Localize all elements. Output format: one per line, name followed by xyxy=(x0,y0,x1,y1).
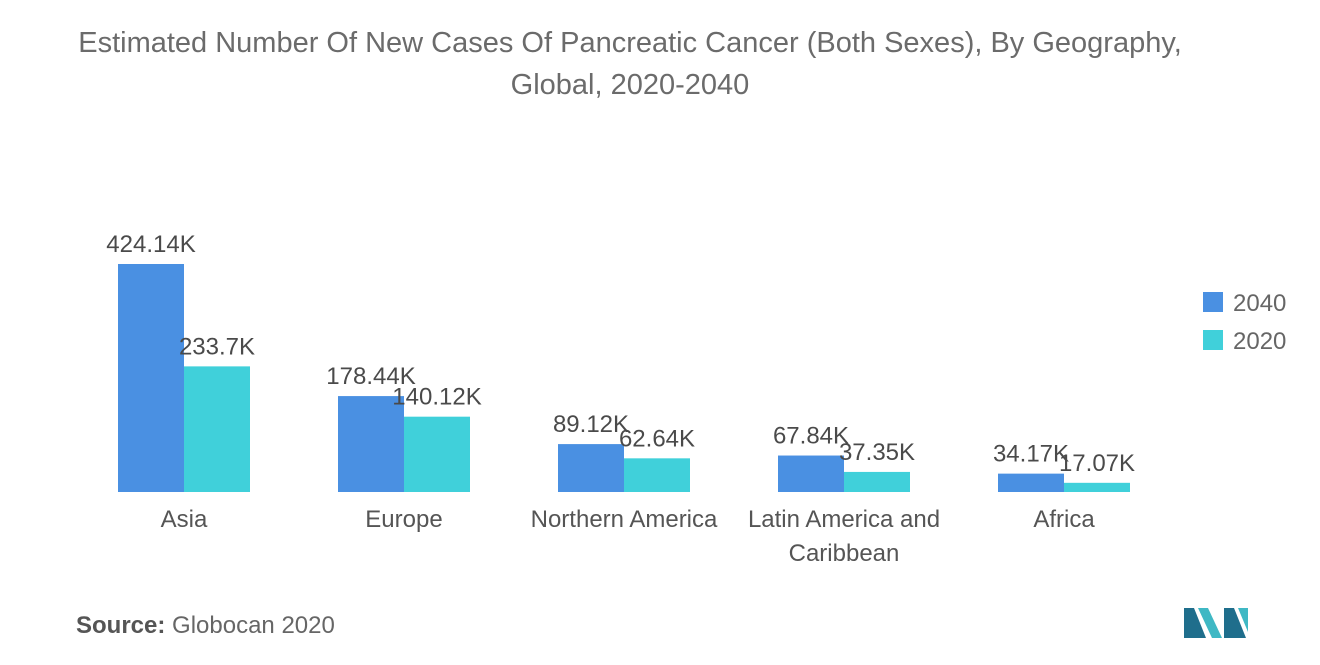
category-label: Europe xyxy=(365,506,442,533)
bar-2040 xyxy=(338,396,404,492)
legend-swatch-2020 xyxy=(1203,330,1223,350)
data-label-2020: 37.35K xyxy=(839,439,915,466)
bar-2020 xyxy=(404,416,470,492)
source-value: Globocan 2020 xyxy=(172,612,335,639)
source-label: Source: xyxy=(76,612,166,639)
bar-2020 xyxy=(844,471,910,492)
bar-2020 xyxy=(1064,482,1130,492)
bar-2020 xyxy=(184,366,250,492)
bar-2040 xyxy=(998,473,1064,492)
category-label: Latin America and xyxy=(748,506,940,533)
legend-label-2040: 2040 xyxy=(1233,290,1286,317)
chart-title: Estimated Number Of New Cases Of Pancrea… xyxy=(78,27,1182,101)
source-note: Source: Globocan 2020 xyxy=(76,612,335,640)
category-label: Africa xyxy=(1033,506,1095,533)
data-label-2040: 89.12K xyxy=(553,411,629,438)
brand-logo xyxy=(1184,608,1248,638)
category-label: Asia xyxy=(161,506,208,533)
data-label-2020: 233.7K xyxy=(179,333,255,360)
legend-label-2020: 2020 xyxy=(1233,328,1286,355)
data-label-2040: 34.17K xyxy=(993,441,1069,468)
category-label: Caribbean xyxy=(789,540,900,567)
data-label-2020: 17.07K xyxy=(1059,450,1135,477)
data-label-2020: 62.64K xyxy=(619,425,695,452)
bar-2020 xyxy=(624,458,690,492)
data-label-2040: 424.14K xyxy=(106,231,195,258)
data-label-2020: 140.12K xyxy=(392,384,481,411)
bar-2040 xyxy=(778,455,844,492)
bar-2040 xyxy=(118,264,184,492)
data-label-2040: 67.84K xyxy=(773,423,849,450)
data-label-2040: 178.44K xyxy=(326,363,415,390)
legend-swatch-2040 xyxy=(1203,292,1223,312)
category-label: Northern America xyxy=(531,506,718,533)
bar-2040 xyxy=(558,444,624,492)
